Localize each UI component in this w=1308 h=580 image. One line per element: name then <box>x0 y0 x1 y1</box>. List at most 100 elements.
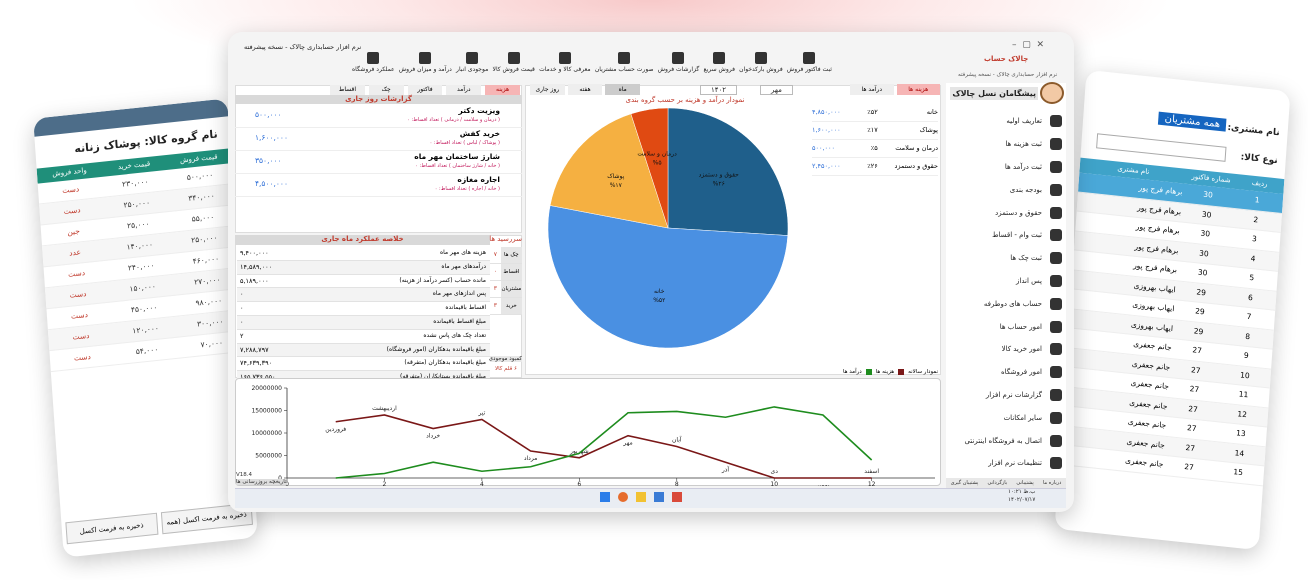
summary-row: ۷,۲۸۸,۷۹۷ مبلغ باقیمانده بدهکاران (امور ف… <box>237 343 490 358</box>
toolbar-button[interactable]: موجودی انبار <box>456 52 488 80</box>
toolbar-button[interactable]: قیمت فروش کالا <box>493 52 535 80</box>
menu-item[interactable]: امور خرید کالا <box>950 338 1064 361</box>
toolbar-button[interactable]: صورت حساب مشتریان <box>595 52 654 80</box>
footer-link[interactable]: بازگردانی <box>987 480 1008 486</box>
shortage-label: کمبود موجودی <box>488 356 522 362</box>
table-body: 1 30 برهام فرج پور 2 30 برهام فرج پور 3 30 برهام… <box>1058 172 1284 486</box>
period-tab[interactable]: روز جاری <box>529 84 565 95</box>
item-title: شارژ ساختمان مهر ماه <box>414 152 500 161</box>
pie-tab[interactable]: هزینه ها <box>896 84 940 95</box>
menu-label: تعاریف اولیه <box>1006 117 1042 126</box>
item-amount: ۵۰۰,۰۰۰ <box>255 110 282 119</box>
due-row[interactable]: چک ها ۷ <box>490 247 522 264</box>
year-select[interactable]: ۱۴۰۲ <box>700 85 738 95</box>
menu-icon <box>1050 366 1062 379</box>
footer-link[interactable]: درباره ما <box>1043 480 1062 486</box>
due-row[interactable]: مشتریان ۳ <box>490 281 522 298</box>
summary-value: ۷,۲۸۸,۷۹۷ <box>240 345 269 354</box>
summary-label: پس اندازهای مهر ماه <box>432 290 486 298</box>
menu-icon <box>1050 320 1062 333</box>
customer-value[interactable]: همه مشتریان <box>1158 111 1227 132</box>
menu-item[interactable]: امور حساب ها <box>950 315 1064 338</box>
today-tab[interactable]: هزینه <box>485 85 520 95</box>
menu-item[interactable]: ثبت هزینه ها <box>950 133 1064 156</box>
toolbar-button[interactable]: عملکرد فروشگاه <box>352 52 395 80</box>
summary-label: مانده حساب (کسر درآمد از هزینه) <box>399 276 486 284</box>
toolbar-button[interactable]: فروش بارکدخوان <box>739 52 783 80</box>
toolbar-button[interactable]: درآمد و میزان فروش <box>399 52 452 80</box>
due-row[interactable]: خرید ۳ <box>490 298 522 315</box>
menu-item[interactable]: اتصال به فروشگاه اینترنتی <box>950 429 1064 452</box>
today-item: خرید کفش ( پوشاک / لباس ) تعداد اقساط: ۰ ۱… <box>235 128 522 151</box>
period-tab[interactable]: ماه <box>605 84 640 95</box>
update-history[interactable]: تاریخچه بروزرسانی ها <box>236 479 287 485</box>
toolbar-button[interactable]: فروش سریع <box>703 52 735 80</box>
menu-label: امور فروشگاه <box>1000 368 1042 377</box>
menu-item[interactable]: امور فروشگاه <box>950 361 1064 384</box>
summary-value: ۹,۴۰۰,۰۰۰ <box>240 249 269 257</box>
legend-row: پوشاک ٪۱۷ ۱,۶۰۰,۰۰۰ <box>812 122 938 140</box>
toolbar-label: ثبت فاکتور فروش <box>786 66 832 73</box>
item-detail: ( خانه / اجاره ) تعداد اقساط: ۰ <box>434 186 500 192</box>
excel-button[interactable]: ذخیره به فرمت اکسل <box>65 512 158 545</box>
due-row[interactable]: اقساط ۰ <box>490 264 522 281</box>
pie-tab[interactable]: درآمد ها <box>850 84 894 95</box>
menu-icon <box>1050 206 1062 219</box>
today-tab[interactable]: اقساط <box>330 85 365 95</box>
legend-percent: ٪۵۲ <box>867 108 878 116</box>
legend-percent: ٪۵ <box>870 144 878 152</box>
item-title: ویزیت دکتر <box>458 106 500 115</box>
menu-item[interactable]: سایر امکانات <box>950 406 1064 429</box>
x-tick-label: 12 <box>868 481 876 486</box>
taskbar-apps <box>600 492 710 504</box>
toolbar-icon <box>419 52 432 64</box>
legend-row: حقوق و دستمزد ٪۲۶ ۲,۴۵۰,۰۰۰ <box>812 158 938 176</box>
legend-amount: ۵۰۰,۰۰۰ <box>812 144 836 152</box>
toolbar-button[interactable]: گزارشات فروش <box>658 52 699 80</box>
today-tab[interactable]: چک <box>368 85 404 95</box>
menu-item[interactable]: حقوق و دستمزد <box>950 201 1064 224</box>
summary-row: ۱۴,۵۸۹,۰۰۰ درآمدهای مهر ماه <box>237 260 490 275</box>
menu-item[interactable]: بودجه بندی <box>950 178 1064 201</box>
menu-item[interactable]: ثبت وام - اقساط <box>950 224 1064 247</box>
point-label: آبان <box>672 435 682 444</box>
month-select[interactable]: مهر <box>760 85 793 95</box>
line-chart: 0 5000000 10000000 15000000 20000000 0 2 4 6 8 10 1… <box>251 385 935 486</box>
sidebar-footer: درباره ما پشتیبانی بازگردانی پشتیبان گیری <box>946 478 1066 488</box>
today-tab[interactable]: درآمد <box>446 85 482 95</box>
menu-item[interactable]: حساب های دوطرفه <box>950 292 1064 315</box>
menu-item[interactable]: ثبت درآمد ها <box>950 156 1064 179</box>
menu-icon <box>1050 229 1062 242</box>
period-tab[interactable]: هفته <box>567 84 603 95</box>
menu-icon <box>1050 457 1062 470</box>
menu-item[interactable]: تعاریف اولیه <box>950 110 1064 133</box>
toolbar-button[interactable]: ثبت فاکتور فروش <box>787 52 832 80</box>
menu-item[interactable]: ثبت چک ها <box>950 247 1064 270</box>
chalak-icon[interactable] <box>672 492 682 502</box>
x-tick-label: 6 <box>577 481 581 486</box>
toolbar-label: قیمت فروش کالا <box>492 66 535 73</box>
menu-item[interactable]: پس انداز <box>950 270 1064 293</box>
legend-name: پوشاک <box>919 126 938 134</box>
footer-link[interactable]: پشتیبان گیری <box>950 480 979 486</box>
window-controls[interactable]: – ▢ ✕ <box>1012 40 1044 50</box>
menu-item[interactable]: گزارشات نرم افزار <box>950 384 1064 407</box>
point-label: تیر <box>477 410 485 417</box>
folder-icon[interactable] <box>636 492 646 502</box>
menu-item[interactable]: تنظیمات نرم افزار <box>950 452 1064 475</box>
start-icon[interactable] <box>600 492 610 502</box>
app-icon[interactable] <box>654 492 664 502</box>
product-input[interactable] <box>1096 133 1227 162</box>
today-item: شارژ ساختمان مهر ماه ( خانه / شارژ ساختما… <box>235 151 522 174</box>
slice-label: %۱۷ <box>610 182 623 189</box>
legend-amount: ۴,۸۵۰,۰۰۰ <box>812 108 841 116</box>
legend-amount: ۱,۶۰۰,۰۰۰ <box>812 126 841 134</box>
today-item: ویزیت دکتر ( درمان و سلامت / درمانی ) تعد… <box>235 105 522 128</box>
footer-link[interactable]: پشتیبانی <box>1016 480 1034 486</box>
point-label: مهر <box>622 440 632 447</box>
today-tab[interactable]: فاکتور <box>407 85 443 95</box>
browser-icon[interactable] <box>618 492 628 502</box>
toolbar-button[interactable]: معرفی کالا و خدمات <box>539 52 591 80</box>
